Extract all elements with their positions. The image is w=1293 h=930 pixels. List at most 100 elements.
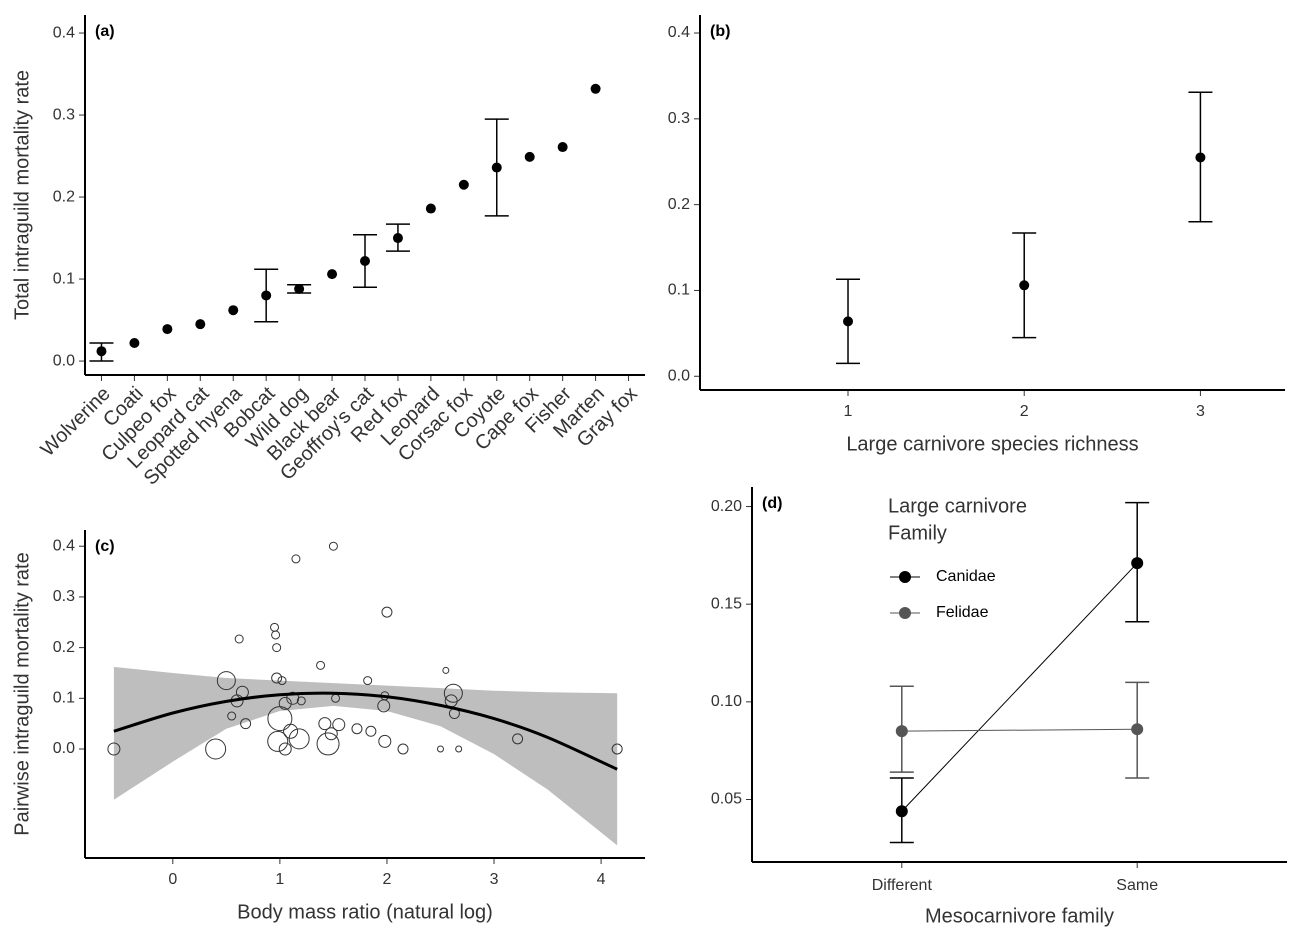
legend-label: Canidae — [936, 568, 996, 585]
point — [557, 142, 568, 153]
point — [205, 738, 227, 760]
fit-line — [113, 691, 618, 771]
point — [267, 730, 289, 752]
legend-title: Large carnivore — [888, 495, 1027, 517]
legend-swatch — [899, 607, 911, 619]
point — [227, 711, 237, 721]
point — [491, 162, 502, 173]
point — [378, 734, 392, 748]
point — [397, 743, 409, 755]
point — [524, 151, 535, 162]
point — [327, 269, 338, 280]
y-tick-label: 0.2 — [53, 188, 75, 205]
x-tick-label: 3 — [490, 871, 499, 888]
point — [455, 745, 463, 753]
point — [895, 725, 908, 738]
point — [365, 725, 377, 737]
x-tick-label: 0 — [168, 871, 177, 888]
point — [272, 643, 282, 653]
x-axis-title: Large carnivore species richness — [846, 433, 1138, 455]
x-axis-title: Body mass ratio (natural log) — [237, 901, 493, 923]
y-tick-label: 0.2 — [53, 639, 75, 656]
point — [96, 346, 107, 357]
y-tick-label: 0.10 — [711, 693, 742, 710]
panel-tag: (b) — [710, 23, 730, 40]
y-axis-title: Pairwise intraguild mortality rate — [11, 552, 33, 835]
point — [277, 676, 287, 686]
y-tick-label: 0.1 — [668, 282, 690, 299]
point — [107, 742, 121, 756]
y-tick-label: 0.20 — [711, 498, 742, 515]
x-tick-label: 4 — [597, 871, 606, 888]
y-tick-label: 0.4 — [53, 537, 75, 554]
point — [1195, 152, 1206, 163]
x-tick-label: 2 — [1020, 403, 1029, 420]
panel-tag: (c) — [95, 538, 115, 555]
point — [458, 179, 469, 190]
point — [895, 805, 908, 818]
point — [316, 660, 326, 670]
legend-label: Felidae — [936, 604, 989, 621]
y-tick-label: 0.15 — [711, 595, 742, 612]
point — [296, 696, 306, 706]
series-line — [901, 728, 1138, 732]
y-tick-label: 0.0 — [53, 740, 75, 757]
y-tick-label: 0.3 — [668, 110, 690, 127]
point — [271, 630, 281, 640]
point — [162, 324, 173, 335]
point — [425, 203, 436, 214]
x-tick-label: 1 — [844, 403, 853, 420]
point — [392, 233, 403, 244]
x-axis-title: Mesocarnivore family — [925, 905, 1114, 927]
point — [288, 728, 310, 750]
point — [294, 283, 305, 294]
legend-title: Family — [888, 522, 947, 544]
point — [278, 696, 292, 710]
point — [363, 676, 373, 686]
point — [240, 718, 252, 730]
point — [512, 733, 524, 745]
y-tick-label: 0.1 — [53, 270, 75, 287]
panel-tag: (d) — [762, 495, 782, 512]
point — [129, 338, 140, 349]
point — [291, 554, 301, 564]
point — [234, 634, 244, 644]
x-tick-label: Same — [1116, 877, 1158, 894]
panel-tag: (a) — [95, 23, 115, 40]
y-tick-label: 0.4 — [668, 24, 690, 41]
point — [1131, 723, 1144, 736]
point — [324, 727, 338, 741]
point — [286, 691, 300, 705]
point — [316, 732, 340, 756]
x-tick-label: 3 — [1196, 403, 1205, 420]
point — [216, 671, 236, 691]
point — [332, 718, 346, 732]
legend-swatch — [899, 571, 911, 583]
point — [1019, 280, 1030, 291]
point — [590, 83, 601, 94]
y-tick-label: 0.0 — [53, 352, 75, 369]
point — [381, 606, 393, 618]
x-tick-label: 1 — [275, 871, 284, 888]
point — [283, 723, 299, 739]
point — [328, 541, 338, 551]
point — [195, 319, 206, 330]
y-tick-label: 0.0 — [668, 367, 690, 384]
point — [443, 683, 463, 703]
point — [360, 256, 370, 267]
point — [278, 742, 292, 756]
y-tick-label: 0.3 — [53, 106, 75, 123]
y-tick-label: 0.1 — [53, 690, 75, 707]
x-tick-label: Different — [872, 877, 933, 894]
y-axis-title: Total intraguild mortality rate — [11, 70, 33, 320]
series-line — [901, 562, 1138, 812]
confidence-band — [113, 666, 618, 846]
point — [228, 305, 239, 316]
point — [843, 316, 854, 327]
y-tick-label: 0.4 — [53, 24, 75, 41]
point — [1131, 557, 1144, 570]
point — [442, 666, 450, 674]
y-tick-label: 0.2 — [668, 196, 690, 213]
point — [261, 290, 272, 301]
